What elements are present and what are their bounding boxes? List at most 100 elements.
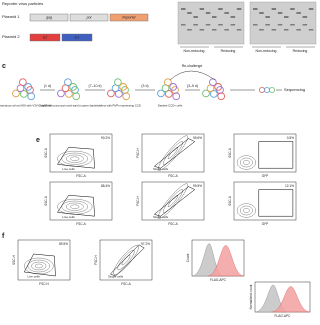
plasmid-segment (69, 13, 109, 22)
gel-band (271, 8, 277, 10)
gate-percent: 89.5% (59, 242, 68, 246)
y-axis-label: SSC-A (228, 147, 232, 158)
step-text: Infect with RVPs expressing CCD (99, 104, 141, 108)
gel-band (212, 29, 217, 31)
gate (258, 189, 294, 217)
cell (65, 90, 73, 98)
gel-band (259, 29, 264, 31)
rechallenge-arrow (169, 70, 216, 81)
gel-band (224, 12, 229, 14)
gate (153, 186, 196, 217)
gate-percent: 99.5% (193, 184, 202, 188)
duration: (1 d) (44, 84, 51, 88)
gel-band (218, 8, 223, 10)
gel-band (199, 29, 205, 31)
cell (122, 92, 131, 101)
histogram-sample (271, 286, 311, 313)
gate-percent: 90.2% (101, 136, 110, 140)
gel-band (230, 16, 236, 18)
plot-frame (141, 181, 205, 221)
plot-frame (99, 239, 153, 281)
gel-label: Non-reducing (255, 49, 276, 53)
gel (249, 1, 317, 45)
gel-band (236, 8, 242, 10)
cell (24, 83, 33, 91)
gel-band (302, 16, 308, 18)
gel-band (181, 8, 186, 10)
gel-band (290, 24, 295, 26)
cell (20, 90, 28, 98)
y-axis-label: SSC-A (44, 147, 48, 158)
contour (162, 141, 184, 165)
cell (64, 78, 72, 87)
plot-frame (233, 181, 297, 221)
gel-band (193, 24, 198, 26)
contour (243, 208, 250, 213)
gel-band (277, 24, 283, 26)
segment-label: E2 (43, 36, 47, 40)
cell (172, 92, 181, 101)
y-axis-label: FSC-H (136, 195, 140, 205)
plasmid-segment (109, 13, 149, 22)
plot-frame (233, 133, 297, 173)
x-axis-label: FLAG-APC (210, 278, 227, 282)
gate-percent: 99.6% (193, 136, 202, 140)
step-text: Transduce at low MOI with V3V-C sgRNAs (0, 104, 52, 108)
gel-band (205, 24, 211, 26)
plasmid-segment (29, 33, 61, 42)
cell (258, 87, 265, 94)
contour (61, 200, 88, 213)
contour (117, 250, 135, 270)
cell (12, 89, 20, 98)
contour (65, 202, 84, 211)
gate-percent: 88.4% (101, 184, 110, 188)
y-axis-label: FSC-H (94, 254, 98, 264)
gel-band (259, 12, 264, 14)
final-step: Sequencing (284, 87, 305, 92)
plot-frame (17, 239, 71, 281)
duration: (3–5 d) (187, 84, 198, 88)
gel-band (308, 8, 314, 10)
cell (268, 87, 275, 94)
cell (263, 87, 270, 94)
cell (165, 90, 173, 98)
gel (177, 1, 245, 45)
contour (27, 259, 50, 273)
cell (119, 83, 128, 91)
contour (162, 189, 184, 213)
gel-label: Non-reducing (183, 49, 204, 53)
plasmid-label: Plasmid 1 (2, 14, 20, 19)
gate-label: Live cells (62, 167, 75, 171)
gel-band (193, 16, 198, 18)
plasmid-segment (61, 33, 93, 42)
x-axis-label: FSC-A (168, 222, 178, 226)
plasmid-segment (29, 13, 69, 22)
contour (31, 261, 47, 271)
contour (243, 160, 250, 165)
cell (157, 89, 165, 98)
cell (115, 90, 123, 98)
gel-band (271, 29, 277, 31)
gate (153, 138, 196, 169)
gel-band (296, 29, 301, 31)
gel-band (205, 12, 211, 14)
gel-band (187, 12, 192, 14)
contour (70, 204, 80, 209)
gel-band (308, 29, 314, 31)
y-axis-label: SSC-A (44, 195, 48, 206)
gel-band (218, 24, 223, 26)
gel-band (199, 8, 205, 10)
cell (107, 89, 115, 98)
gel-band (224, 29, 229, 31)
gel-band (236, 29, 242, 31)
cell (214, 83, 223, 91)
cell (72, 92, 81, 101)
panel-label: c (2, 63, 6, 70)
gel-band (230, 24, 236, 26)
y-axis-label: Normalized count (249, 284, 253, 309)
x-axis-label: FSC-A (168, 174, 178, 178)
cell (202, 89, 210, 98)
gate (23, 253, 56, 277)
histogram-sample (207, 245, 245, 277)
